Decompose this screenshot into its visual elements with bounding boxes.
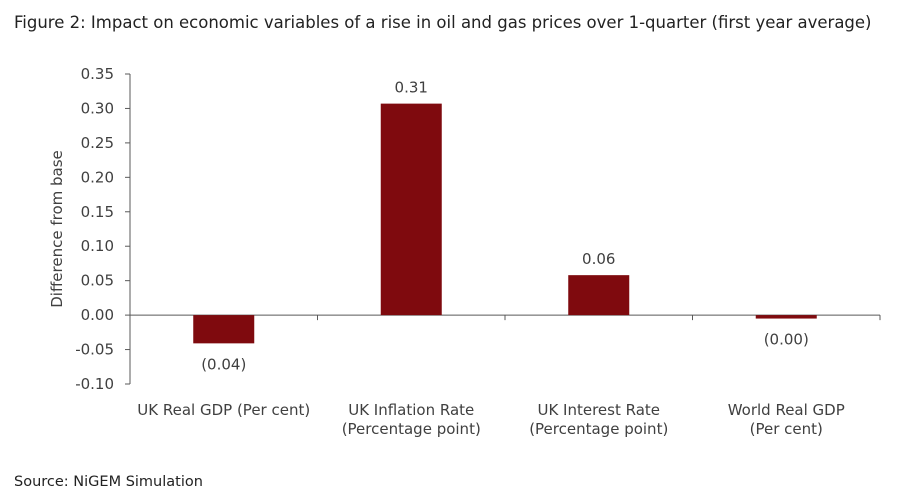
bar: [380, 103, 442, 316]
chart-title: Figure 2: Impact on economic variables o…: [14, 13, 872, 32]
y-tick-label: 0.20: [81, 168, 114, 186]
y-axis-label: Difference from base: [48, 150, 66, 308]
y-tick-label: 0.30: [81, 99, 114, 117]
y-tick-label: 0.00: [81, 306, 114, 324]
source-note: Source: NiGEM Simulation: [14, 474, 203, 490]
y-tick-label: 0.15: [81, 203, 114, 221]
x-tick-label: UK Real GDP (Per cent): [137, 401, 310, 419]
bar: [193, 315, 255, 344]
x-tick-label: (Percentage point): [342, 420, 481, 438]
bar: [755, 315, 817, 319]
y-tick-label: 0.25: [81, 134, 114, 152]
y-tick-label: 0.35: [81, 65, 114, 83]
y-tick-label: -0.10: [75, 375, 114, 393]
bar: [568, 275, 630, 316]
x-tick-label: UK Inflation Rate: [348, 401, 474, 419]
x-tick-label: UK Interest Rate: [537, 401, 660, 419]
x-tick-label: World Real GDP: [728, 401, 845, 419]
data-label: (0.00): [764, 331, 809, 349]
data-label: (0.04): [201, 355, 246, 373]
y-tick-label: 0.05: [81, 272, 114, 290]
y-tick-label: 0.10: [81, 237, 114, 255]
x-tick-label: (Per cent): [750, 420, 823, 438]
data-label: 0.06: [582, 250, 615, 268]
y-tick-label: -0.05: [75, 341, 114, 359]
data-label: 0.31: [395, 79, 428, 97]
x-tick-label: (Percentage point): [529, 420, 668, 438]
